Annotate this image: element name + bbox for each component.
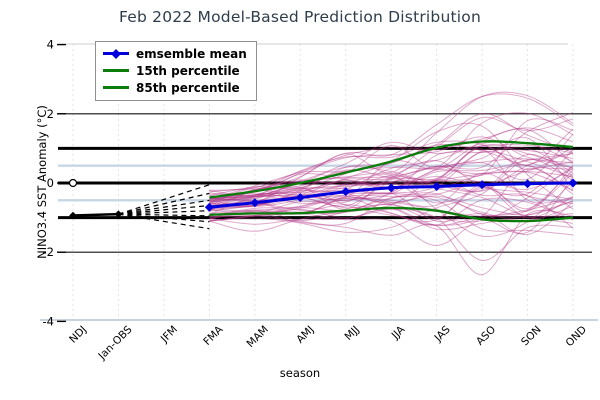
- legend-label: 15th percentile: [136, 63, 240, 78]
- legend-item-15th-percentile: 15th percentile: [103, 62, 247, 79]
- x-axis-ticks: NDJ Jan-OBS JFM FMA MAM AMJ MJJ JJA JAS ASO SON OND: [67, 323, 589, 363]
- percentile-line-icon: [103, 86, 129, 89]
- y-axis-label: NINO3.4 SST Anomaly (°C): [35, 105, 49, 259]
- percentile-lines: [209, 140, 574, 223]
- svg-text:ASO: ASO: [474, 324, 498, 348]
- chart-legend: emsemble mean 15th percentile 85th perce…: [95, 41, 257, 101]
- legend-label: emsemble mean: [136, 46, 247, 61]
- chart-title: Feb 2022 Model-Based Prediction Distribu…: [119, 8, 481, 26]
- svg-text:2: 2: [47, 107, 54, 121]
- svg-text:JFM: JFM: [158, 324, 180, 346]
- legend-item-85th-percentile: 85th percentile: [103, 79, 247, 96]
- percentile-line-icon: [103, 69, 129, 72]
- zero-line-marker: [68, 178, 78, 188]
- svg-text:-4: -4: [43, 314, 54, 328]
- svg-text:JAS: JAS: [432, 323, 453, 344]
- legend-label: 85th percentile: [136, 80, 240, 95]
- svg-text:OND: OND: [564, 324, 590, 350]
- observed-line: [69, 210, 123, 220]
- dashed-fan-lines: [118, 184, 210, 230]
- svg-text:NDJ: NDJ: [67, 324, 89, 346]
- x-axis-label: season: [279, 366, 321, 380]
- svg-text:0: 0: [47, 176, 54, 190]
- svg-text:Jan-OBS: Jan-OBS: [96, 323, 135, 362]
- ensemble-mean-line: [204, 178, 578, 212]
- svg-text:SON: SON: [519, 324, 544, 349]
- svg-text:JJA: JJA: [389, 323, 408, 342]
- svg-text:-2: -2: [43, 245, 54, 259]
- legend-item-ensemble-mean: emsemble mean: [103, 45, 247, 62]
- reference-lines: [58, 113, 592, 253]
- svg-text:MAM: MAM: [245, 324, 271, 350]
- ensemble-mean-line-icon: [103, 48, 129, 59]
- svg-text:MJJ: MJJ: [343, 324, 362, 343]
- svg-text:4: 4: [47, 38, 54, 52]
- svg-text:AMJ: AMJ: [294, 324, 316, 346]
- diamond-marker-icon: [111, 48, 121, 59]
- svg-text:FMA: FMA: [201, 323, 226, 348]
- y-axis-ticks: 4 2 0 -2 -4: [43, 38, 66, 328]
